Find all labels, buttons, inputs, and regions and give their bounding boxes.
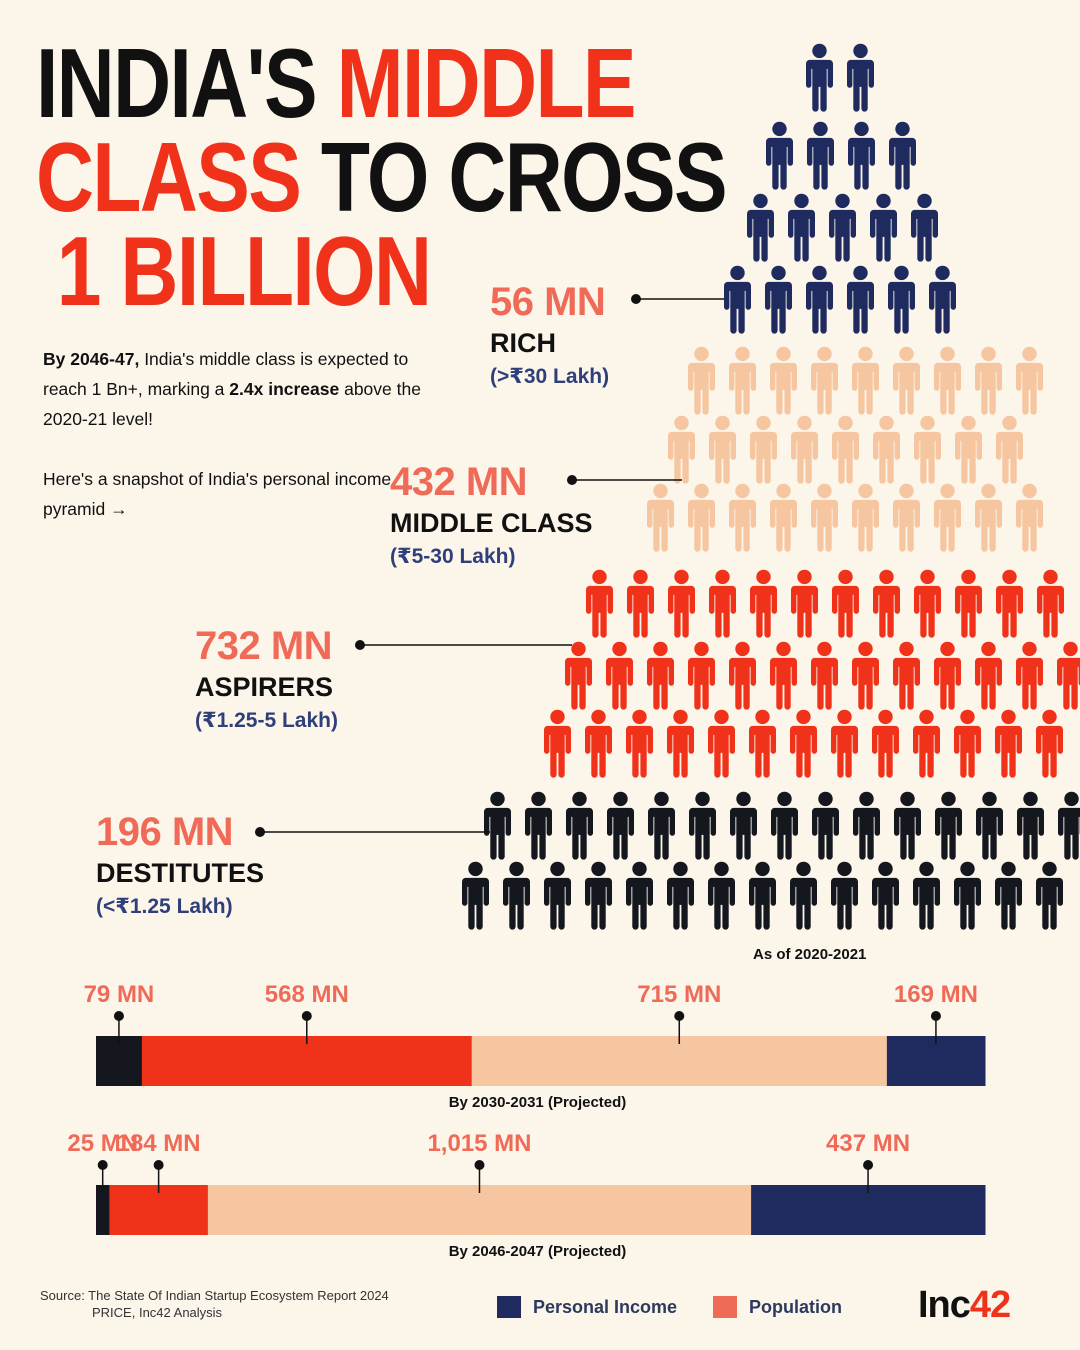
title-word: INDIA'S <box>36 28 318 138</box>
connector-dot <box>631 294 641 304</box>
bar-segment-rich <box>886 1036 986 1086</box>
source-line: PRICE, Inc42 Analysis <box>92 1305 223 1320</box>
category-aspirers: 732 MN ASPIRERS (₹1.25-5 Lakh) <box>195 624 338 736</box>
category-range: (>₹30 Lakh) <box>490 365 610 388</box>
connector-dot <box>355 640 365 650</box>
category-value: 732 MN <box>195 624 333 668</box>
bar-category-label: By 2030-2031 (Projected) <box>449 1094 627 1111</box>
bar-value-label: 1,015 MN <box>427 1130 531 1157</box>
category-value: 432 MN <box>390 460 528 504</box>
category-range: (<₹1.25 Lakh) <box>96 895 233 918</box>
inc42-logo: Inc42 <box>918 1283 1011 1327</box>
category-range: (₹1.25-5 Lakh) <box>195 709 338 732</box>
page-title: INDIA'S MIDDLE CLASS TO CROSS 1 BILLION <box>36 34 728 320</box>
category-range: (₹5-30 Lakh) <box>390 545 516 568</box>
legend-label: Population <box>749 1296 842 1317</box>
source-line: Source: The State Of Indian Startup Ecos… <box>40 1288 389 1303</box>
intro-text-part: above the 2020-21 level! <box>43 379 421 429</box>
bar-segment-rich <box>751 1185 986 1235</box>
income-pyramid <box>255 43 1080 930</box>
category-name: RICH <box>490 328 556 358</box>
logo-text: Inc <box>918 1284 971 1326</box>
bar-segment-destitutes <box>96 1185 110 1235</box>
bar-label-dot <box>863 1160 874 1170</box>
legend-population: Population <box>713 1296 842 1318</box>
bar-segment-middle <box>471 1036 888 1086</box>
category-destitutes: 196 MN DESTITUTES (<₹1.25 Lakh) <box>96 810 264 922</box>
category-value: 196 MN <box>96 810 234 854</box>
category-name: DESTITUTES <box>96 858 265 888</box>
connector-dot <box>567 475 577 485</box>
bar-value-label: 437 MN <box>826 1130 910 1157</box>
title-word: CLASS <box>36 122 302 232</box>
bar-segment-aspirers <box>109 1185 209 1235</box>
bar-value-label: 184 MN <box>117 1130 201 1157</box>
logo-text: 42 <box>969 1284 1011 1326</box>
bar-category-label: By 2046-2047 (Projected) <box>449 1243 627 1260</box>
intro-bold: By 2046-47, <box>43 349 140 369</box>
intro-paragraph: Here's a snapshot of India's personal in… <box>43 469 392 519</box>
category-rich: 56 MN RICH (>₹30 Lakh) <box>490 280 609 392</box>
title-word: MIDDLE <box>336 28 637 138</box>
legend-personal-income: Personal Income <box>497 1296 677 1318</box>
category-middle-class: 432 MN MIDDLE CLASS (₹5-30 Lakh) <box>390 460 593 572</box>
bar-label-dot <box>153 1160 164 1170</box>
bar-segment-aspirers <box>141 1036 473 1086</box>
bar-label-dot <box>674 1011 685 1021</box>
intro-bold: 2.4x increase <box>229 379 340 399</box>
title-word: 1 BILLION <box>56 216 432 326</box>
bar-segment-destitutes <box>96 1036 143 1086</box>
title-word: TO CROSS <box>320 122 728 232</box>
as-of-label: As of 2020-2021 <box>753 946 867 963</box>
bar-value-label: 715 MN <box>637 981 721 1008</box>
intro-text-part: India's middle class is expected to reac… <box>43 349 409 399</box>
bar-value-label: 169 MN <box>894 981 978 1008</box>
intro-paragraph: By 2046-47, India's middle class is expe… <box>43 344 423 434</box>
bar-label-dot <box>113 1011 124 1021</box>
projection-bars: 79 MN 568 MN 715 MN 169 MN By 2030-2031 (Pro… <box>67 981 986 1260</box>
bar-value-label: 25 MN <box>67 1130 138 1157</box>
connector-dot <box>255 827 265 837</box>
bar-segment-middle <box>207 1185 752 1235</box>
bar-value-label: 568 MN <box>265 981 349 1008</box>
bar-label-dot <box>930 1011 941 1021</box>
category-name: ASPIRERS <box>195 672 334 702</box>
bar-label-dot <box>301 1011 312 1021</box>
bar-label-dot <box>474 1160 485 1170</box>
category-value: 56 MN <box>490 280 606 324</box>
legend-label: Personal Income <box>533 1296 678 1317</box>
category-name: MIDDLE CLASS <box>390 508 593 538</box>
bar-label-dot <box>97 1160 108 1170</box>
source-note: Source: The State Of Indian Startup Ecos… <box>40 1287 389 1321</box>
bar-value-label: 79 MN <box>84 981 155 1008</box>
legend-swatch <box>713 1296 737 1318</box>
legend-swatch <box>497 1296 521 1318</box>
intro-text: By 2046-47, India's middle class is expe… <box>43 344 423 524</box>
